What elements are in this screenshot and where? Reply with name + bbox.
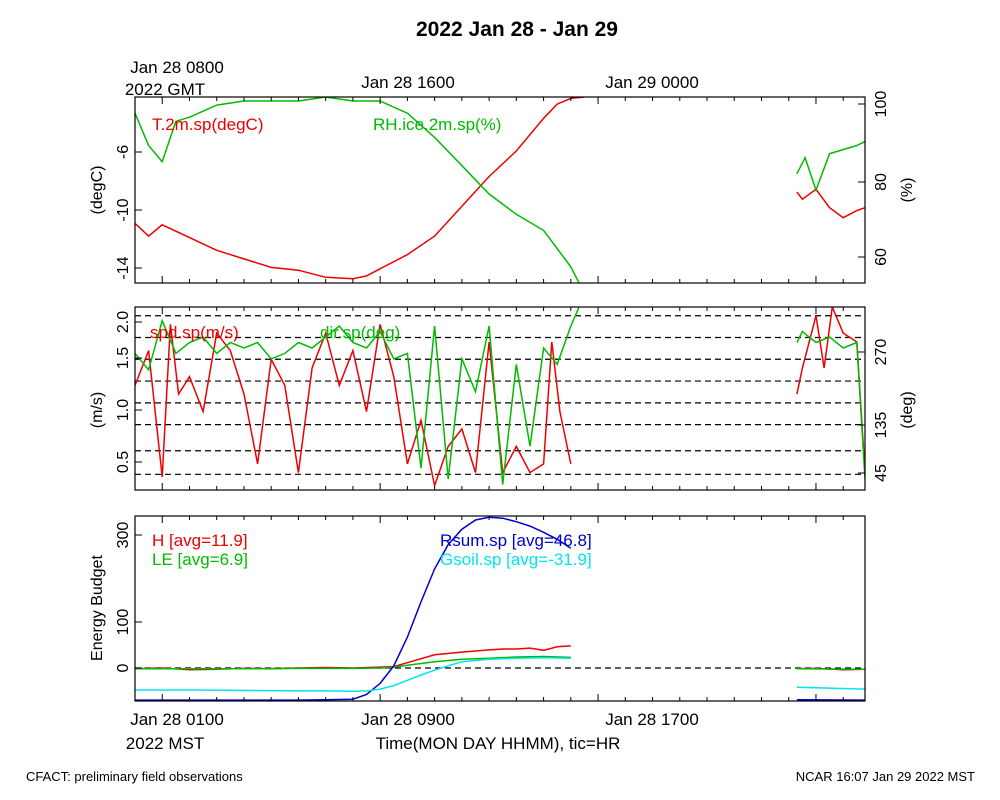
legend-entry: spd.sp(m/s) [150, 323, 239, 342]
series-line-3-3 [135, 516, 572, 701]
bottom-axis-first-sublabel: 2022 MST [126, 734, 204, 753]
series-line-2-2 [135, 307, 580, 485]
panel-3: 0 100 300 Energy Budget H [avg=11.9]LE [avg=… [89, 515, 866, 702]
legend-entry: Rsum.sp [avg=46.8] [440, 531, 592, 550]
top-axis-label-2: Jan 29 0000 [605, 73, 699, 92]
chart-panels: -14 -10 -6 (degC) 60 80 100 (%) T.2m.sp(degC) RH.… [89, 91, 916, 702]
series-line-1-1 [135, 97, 585, 280]
series-line-3-4 [796, 686, 865, 690]
panel-2: 0.5 1.0 1.5 2.0 (m/s) 45 135 270 (deg) spd.sp(m/s… [89, 306, 916, 491]
bottom-axis-label-1: Jan 28 0900 [361, 710, 455, 729]
legend-entry: LE [avg=6.9] [152, 550, 248, 569]
y2-tick-label: 100 [873, 91, 890, 118]
series-line-3-2 [796, 668, 865, 671]
y-axis-label: (m/s) [89, 392, 106, 428]
legend-entry: H [avg=11.9] [152, 531, 248, 550]
series-line-3-4 [135, 657, 571, 693]
top-axis-first-label: Jan 28 0800 [130, 58, 224, 77]
y2-tick-label: 45 [873, 464, 890, 482]
series-line-2-1 [796, 307, 865, 473]
top-axis-label-1: Jan 28 1600 [361, 73, 455, 92]
y-tick-label: 100 [115, 609, 132, 636]
y-tick-label: 300 [115, 522, 132, 549]
y2-tick-label: 270 [873, 339, 890, 366]
y-axis-label: Energy Budget [89, 555, 106, 661]
legend-entry: T.2m.sp(degC) [152, 115, 263, 134]
y-tick-label: 2.0 [115, 311, 132, 333]
series-line-1-1 [796, 188, 865, 219]
series-line-3-2 [135, 655, 571, 670]
footer-right: NCAR 16:07 Jan 29 2022 MST [796, 769, 975, 784]
y-tick-label: 0.5 [115, 451, 132, 473]
plot-frame [134, 96, 866, 284]
bottom-axis-title: Time(MON DAY HHMM), tic=HR [376, 734, 621, 753]
page-title: 2022 Jan 28 - Jan 29 [416, 18, 618, 41]
top-axis-first-sublabel: 2022 GMT [125, 80, 205, 99]
series-line-1-2 [135, 97, 580, 283]
plot-frame [134, 306, 866, 491]
series-line-2-2 [796, 330, 865, 480]
y-tick-label: -14 [115, 256, 132, 279]
y2-axis-label: (deg) [899, 391, 916, 428]
y2-tick-label: 80 [873, 173, 890, 191]
y-tick-label: -6 [115, 145, 132, 159]
bottom-axis-label-2: Jan 28 1700 [605, 710, 699, 729]
y2-tick-label: 60 [873, 248, 890, 266]
bottom-axis-first-label: Jan 28 0100 [130, 710, 224, 729]
plot-frame [134, 515, 866, 702]
y2-tick-label: 135 [873, 412, 890, 439]
y-tick-label: -10 [115, 198, 132, 221]
y-tick-label: 0 [115, 663, 132, 672]
y-tick-label: 1.5 [115, 347, 132, 369]
footer-left: CFACT: preliminary field observations [26, 769, 243, 784]
series-line-1-2 [796, 140, 865, 193]
y-axis-label: (degC) [89, 166, 106, 215]
y2-axis-label: (%) [899, 178, 916, 203]
legend-entry: RH.ice.2m.sp(%) [373, 115, 501, 134]
legend-entry: dir.sp(deg) [320, 323, 400, 342]
panel-1: -14 -10 -6 (degC) 60 80 100 (%) T.2m.sp(degC) RH.… [89, 91, 916, 284]
y-tick-label: 1.0 [115, 399, 132, 421]
series-line-2-1 [135, 324, 572, 489]
legend-entry: Gsoil.sp [avg=-31.9] [440, 550, 592, 569]
